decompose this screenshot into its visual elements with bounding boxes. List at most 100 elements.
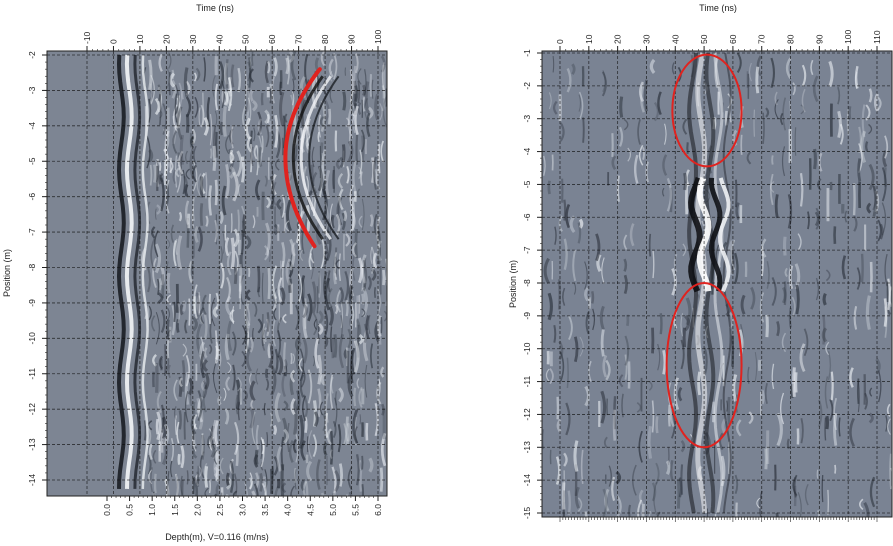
radargram-streak <box>224 408 230 425</box>
radargram-streak <box>638 81 644 103</box>
radargram-streak <box>180 445 185 469</box>
radargram-streak <box>765 107 770 118</box>
radargram-streak <box>265 368 269 379</box>
radargram-streak <box>788 265 794 290</box>
radargram-streak <box>552 55 555 73</box>
panel1-annotations <box>283 67 322 249</box>
radargram-streak <box>185 355 191 387</box>
radargram-streak <box>265 378 270 391</box>
radargram-streak <box>156 390 162 414</box>
radargram-streak <box>174 155 177 188</box>
radargram-streak <box>323 308 329 338</box>
radargram-streak <box>167 364 171 379</box>
radargram-streak <box>348 284 353 302</box>
radargram-streak <box>182 343 187 357</box>
radargram-streak <box>764 382 768 404</box>
radargram-streak <box>343 423 347 445</box>
radargram-streak <box>776 412 783 447</box>
radargram-streak <box>317 388 322 418</box>
radargram-streak <box>618 126 624 147</box>
radargram-streak <box>196 323 202 356</box>
radargram-streak <box>799 173 804 207</box>
radargram-streak <box>579 336 584 357</box>
radargram-streak <box>642 147 645 160</box>
radargram-streak <box>235 379 241 410</box>
reflection-band <box>713 52 724 514</box>
radargram-streak <box>267 61 271 74</box>
radargram-streak <box>683 172 688 191</box>
radargram-streak <box>153 164 157 183</box>
radargram-streak <box>556 418 562 433</box>
radargram-streak <box>156 411 162 441</box>
radargram-streak <box>779 112 784 126</box>
radargram-streak <box>272 318 277 347</box>
radargram-streak <box>226 251 232 276</box>
radargram-streak <box>277 277 283 303</box>
radargram-streak <box>307 293 313 322</box>
radargram-streak <box>240 156 246 183</box>
radargram-streak <box>244 321 250 354</box>
radargram-streak <box>648 380 653 391</box>
radargram-streak <box>371 268 377 282</box>
radargram-streak <box>227 77 233 112</box>
radargram-streak <box>186 470 189 485</box>
radargram-streak <box>192 160 198 192</box>
panel1-depth-axis-title: Depth(m), V=0.116 (m/ns) <box>165 532 269 542</box>
radargram-streak <box>147 267 151 293</box>
radargram-streak <box>150 83 153 104</box>
radargram-streak <box>343 210 348 222</box>
radargram-streak <box>237 209 240 236</box>
radargram-streak <box>155 418 159 435</box>
radargram-streak <box>333 53 338 80</box>
position-tick-label: -10 <box>522 342 532 355</box>
strong-reflection-segment <box>717 177 731 292</box>
radargram-streak <box>864 392 868 410</box>
radargram-streak <box>793 477 797 498</box>
radargram-streak <box>376 381 382 405</box>
radargram-streak <box>330 214 335 229</box>
radargram-streak <box>218 61 225 90</box>
radargram-streak <box>627 147 631 162</box>
time-tick-label: 70 <box>294 34 304 44</box>
radargram-streak <box>220 246 223 263</box>
radargram-streak <box>203 314 208 340</box>
radargram-streak <box>873 93 880 112</box>
radargram-streak <box>221 80 225 109</box>
radargram-streak <box>887 418 891 435</box>
radargram-streak <box>338 387 344 403</box>
radargram-streak <box>559 122 565 142</box>
radargram-streak <box>241 220 246 233</box>
radargram-streak <box>224 333 230 361</box>
radargram-streak <box>680 464 684 495</box>
radargram-streak <box>371 157 375 184</box>
radargram-streak <box>196 173 202 197</box>
radargram-streak <box>653 101 660 122</box>
radargram-streak <box>333 264 337 285</box>
radargram-streak <box>250 146 254 167</box>
radargram-streak <box>769 180 775 193</box>
radargram-streak <box>232 306 235 324</box>
panel2-plot-frame <box>541 50 893 518</box>
radargram-streak <box>355 134 359 165</box>
radargram-streak <box>171 79 177 99</box>
radargram-streak <box>274 158 280 171</box>
radargram-streak <box>184 371 190 405</box>
radargram-streak <box>318 310 324 325</box>
radargram-streak <box>863 502 870 517</box>
radargram-streak <box>210 425 215 451</box>
radargram-streak <box>259 473 264 492</box>
radargram-streak <box>367 275 372 291</box>
radargram-streak <box>557 279 561 310</box>
time-tick-label: 30 <box>188 34 198 44</box>
depth-tick-label: 5.5 <box>350 504 360 516</box>
radargram-streak <box>190 414 197 435</box>
radargram-streak <box>602 70 606 93</box>
radargram-streak <box>316 286 319 314</box>
radargram-streak <box>327 270 331 293</box>
radargram-streak <box>172 115 177 145</box>
radargram-streak <box>734 474 739 495</box>
radargram-streak <box>678 477 683 498</box>
radargram-streak <box>152 491 156 496</box>
radargram-streak <box>174 93 178 123</box>
radargram-streak <box>152 449 157 464</box>
